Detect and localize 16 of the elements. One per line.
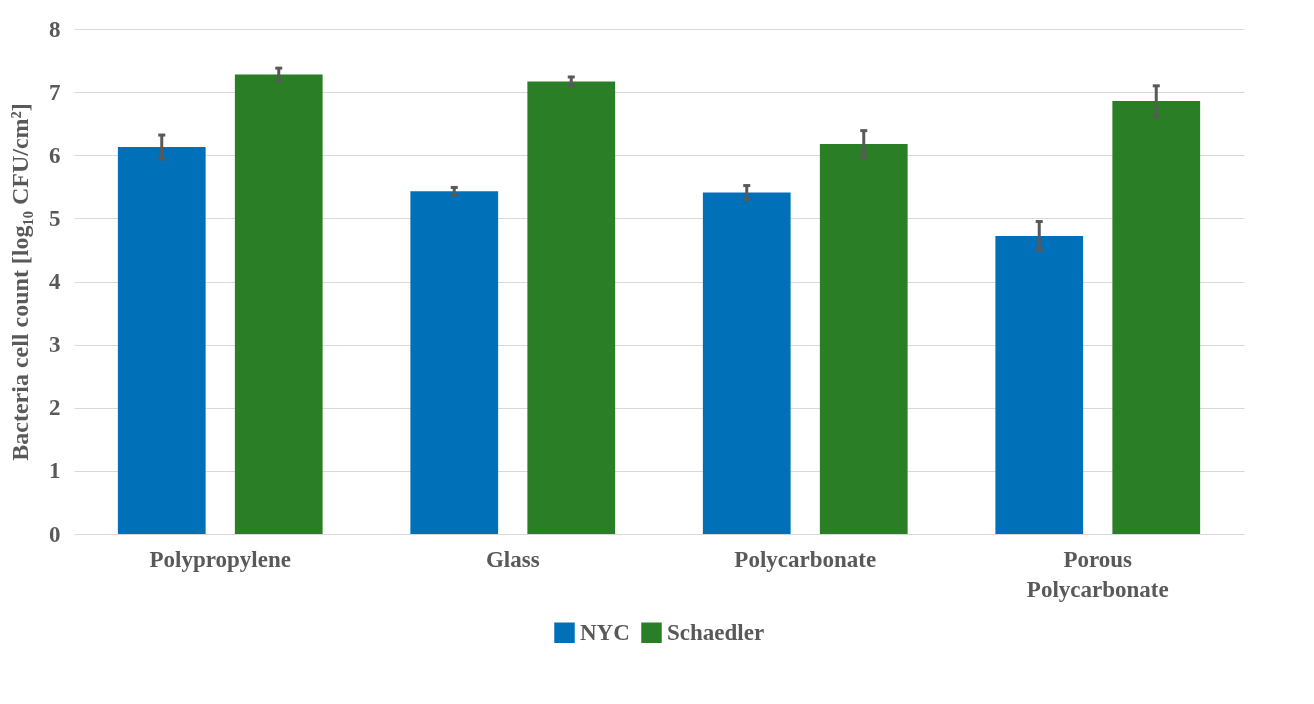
y-axis-title: Bacteria cell count [log₁₀ CFU/cm²] xyxy=(7,103,33,461)
x-tick-label: Polycarbonate xyxy=(734,546,877,572)
legend-label: NYC xyxy=(580,619,630,645)
y-tick-label: 4 xyxy=(49,269,61,294)
y-tick-label: 3 xyxy=(49,332,61,358)
x-tick-label: Glass xyxy=(485,546,540,572)
y-tick-label: 5 xyxy=(49,205,61,231)
x-tick-label: Polypropylene xyxy=(149,546,291,572)
y-tick-label: 7 xyxy=(49,79,61,105)
y-tick-label: 0 xyxy=(49,521,61,547)
legend-label: Schaedler xyxy=(667,619,765,645)
y-tick-label: 8 xyxy=(49,16,61,42)
x-tick-label: Porous Polycarbonate xyxy=(1026,546,1169,602)
y-tick-label: 6 xyxy=(49,142,61,168)
y-tick-label: 1 xyxy=(49,458,61,484)
y-tick-label: 2 xyxy=(49,395,61,421)
